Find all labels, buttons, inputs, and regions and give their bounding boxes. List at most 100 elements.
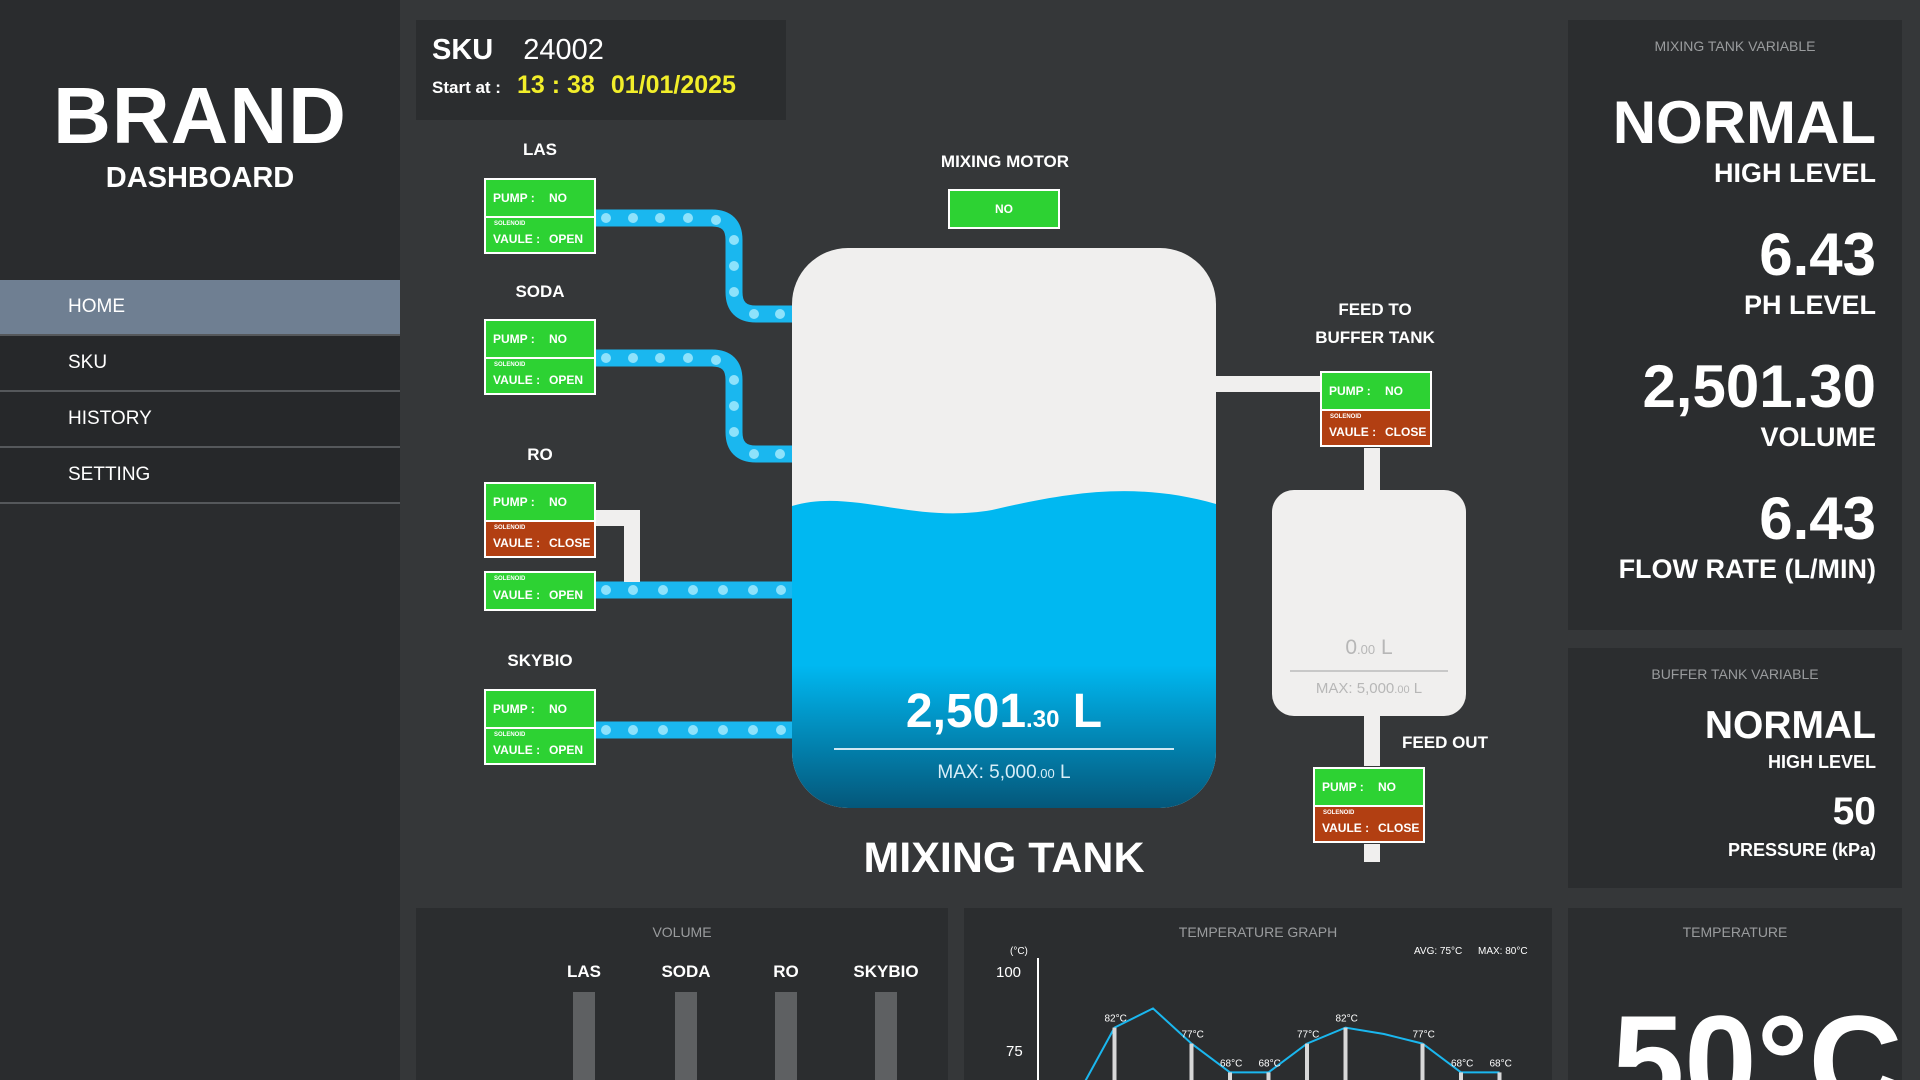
feedout-pump[interactable]: PUMP : NO (1315, 769, 1423, 805)
soda-valve[interactable]: SOLENOID VAULE : OPEN (486, 357, 594, 393)
nav-item-home[interactable]: HOME (0, 280, 400, 336)
skybio-control: PUMP : NO SOLENOID VAULE : OPEN (484, 689, 596, 765)
ro-valve-1[interactable]: SOLENOID VAULE : CLOSE (486, 520, 594, 556)
tank-water (792, 491, 1216, 808)
las-valve[interactable]: SOLENOID VAULE : OPEN (486, 216, 594, 252)
volume-bar-ro (775, 992, 797, 1080)
mixing-tank-title: MIXING TANK (863, 834, 1145, 882)
start-date: 01/01/2025 (610, 71, 736, 99)
pipe-ro-bypass (596, 510, 640, 582)
buffer-volume: 0.00 L (1345, 636, 1393, 659)
volume-bar-skybio (875, 992, 897, 1080)
ro-control: PUMP : NO SOLENOID VAULE : CLOSE (484, 482, 596, 558)
temperature-point-label: 68°C (1490, 1058, 1512, 1069)
volume-label: VOLUME (1760, 422, 1876, 452)
graph-avg-label: AVG: 75°C (1414, 946, 1462, 957)
buffer-status: NORMAL (1704, 704, 1876, 747)
pressure-value: 50 (1832, 790, 1876, 833)
volume-value: 2,501.30 (1642, 353, 1876, 420)
volume-label-skybio: SKYBIO (853, 962, 919, 981)
volume-header: VOLUME (652, 924, 712, 940)
flow-label: FLOW RATE (L/MIN) (1618, 554, 1876, 584)
sku-panel: SKU 24002 Start at : 13 : 38 01/01/2025 (416, 20, 786, 120)
ph-label: PH LEVEL (1743, 290, 1876, 320)
feed-valve[interactable]: SOLENOID VAULE : CLOSE (1322, 409, 1430, 445)
temperature-header: TEMPERATURE (1682, 924, 1788, 940)
nav-item-history[interactable]: HISTORY (0, 392, 400, 448)
soda-label: SODA (515, 282, 565, 301)
nav-item-setting[interactable]: SETTING (0, 448, 400, 504)
ph-value: 6.43 (1759, 221, 1876, 288)
flow-value: 6.43 (1759, 485, 1876, 552)
mixing-status: NORMAL (1612, 89, 1876, 156)
las-pump[interactable]: PUMP : NO (486, 180, 594, 216)
buffer-max: MAX: 5,000.00 L (1315, 680, 1423, 697)
buffer-var-header: BUFFER TANK VARIABLE (1651, 666, 1819, 682)
sku-label: SKU (432, 34, 494, 66)
brand-title: BRAND (53, 71, 347, 160)
graph-ytick-75: 75 (1006, 1043, 1023, 1060)
ro-valve-2[interactable]: SOLENOID VAULE : OPEN (486, 573, 594, 609)
mixing-motor-label: MIXING MOTOR (940, 152, 1070, 171)
temperature-graph: (°C) AVG: 75°C MAX: 80°C 100 75 82°C 77°C… (996, 946, 1528, 1080)
volume-panel: VOLUME LAS SODA RO SKYBIO (416, 908, 948, 1080)
las-control: PUMP : NO SOLENOID VAULE : OPEN (484, 178, 596, 254)
sidebar: BRAND DASHBOARD HOME SKU HISTORY SETTING (0, 0, 400, 1080)
temperature-point-label: 77°C (1297, 1030, 1319, 1041)
buffer-divider (1290, 670, 1448, 672)
ro-pump[interactable]: PUMP : NO (486, 484, 594, 520)
brand-logo: BRAND DASHBOARD (0, 72, 400, 196)
nav-item-sku[interactable]: SKU (0, 336, 400, 392)
feed-control: PUMP : NO SOLENOID VAULE : CLOSE (1320, 371, 1432, 447)
pressure-label: PRESSURE (kPa) (1727, 840, 1876, 860)
ro-label: RO (527, 445, 553, 464)
sku-value: 24002 (523, 34, 604, 66)
volume-label-las: LAS (567, 962, 601, 981)
mixing-var-header: MIXING TANK VARIABLE (1654, 38, 1816, 54)
graph-max-label: MAX: 80°C (1478, 946, 1528, 957)
buffer-tank: 0.00 L MAX: 5,000.00 L (1272, 490, 1466, 716)
temperature-value: 50°C (1612, 988, 1902, 1080)
mixing-level: HIGH LEVEL (1713, 158, 1876, 188)
volume-label-soda: SODA (661, 962, 711, 981)
las-label: LAS (523, 140, 557, 159)
soda-control: PUMP : NO SOLENOID VAULE : OPEN (484, 319, 596, 395)
start-time: 13 : 38 (516, 71, 595, 99)
feedout-control: PUMP : NO SOLENOID VAULE : CLOSE (1313, 767, 1425, 843)
temperature-point-label: 68°C (1259, 1058, 1281, 1069)
nav-menu: HOME SKU HISTORY SETTING (0, 280, 400, 504)
mixing-motor-button[interactable]: NO (948, 189, 1060, 229)
feed-to-buffer-label: FEED TO BUFFER TANK (1315, 300, 1435, 347)
temperature-line (1084, 1007, 1500, 1080)
mixing-tank-variable-panel: MIXING TANK VARIABLE NORMAL HIGH LEVEL 6… (1568, 20, 1902, 630)
temperature-point-label: 77°C (1182, 1030, 1204, 1041)
skybio-label: SKYBIO (507, 651, 573, 670)
mixing-tank: 2,501.30 L MAX: 5,000.00 L (792, 248, 1216, 808)
tank-max: MAX: 5,000.00 L (937, 762, 1071, 783)
feed-pump[interactable]: PUMP : NO (1322, 373, 1430, 409)
tank-volume: 2,501.30 L (905, 685, 1103, 738)
skybio-valve[interactable]: SOLENOID VAULE : OPEN (486, 727, 594, 763)
temperature-point-label: 77°C (1413, 1030, 1435, 1041)
volume-bar-soda (675, 992, 697, 1080)
temperature-point-label: 68°C (1220, 1058, 1242, 1069)
temperature-point-label: 68°C (1451, 1058, 1473, 1069)
start-label: Start at : (432, 78, 501, 97)
volume-label-ro: RO (773, 962, 799, 981)
soda-pump[interactable]: PUMP : NO (486, 321, 594, 357)
temperature-graph-panel: TEMPERATURE GRAPH (°C) AVG: 75°C MAX: 80… (964, 908, 1552, 1080)
buffer-level: HIGH LEVEL (1767, 752, 1876, 772)
buffer-tank-variable-panel: BUFFER TANK VARIABLE NORMAL HIGH LEVEL 5… (1568, 648, 1902, 888)
tank-divider (834, 748, 1174, 750)
graph-ytick-100: 100 (996, 964, 1021, 981)
volume-bar-las (573, 992, 595, 1080)
feedout-valve[interactable]: SOLENOID VAULE : CLOSE (1315, 805, 1423, 841)
pipe-las (587, 209, 801, 323)
skybio-pump[interactable]: PUMP : NO (486, 691, 594, 727)
graph-ylabel: (°C) (1010, 946, 1028, 957)
ro-control-2: SOLENOID VAULE : OPEN (484, 571, 596, 611)
feed-out-label: FEED OUT (1402, 733, 1488, 752)
temperature-point-label: 82°C (1105, 1014, 1127, 1025)
temperature-point-label: 82°C (1336, 1014, 1358, 1025)
temperature-graph-title: TEMPERATURE GRAPH (1178, 924, 1338, 940)
